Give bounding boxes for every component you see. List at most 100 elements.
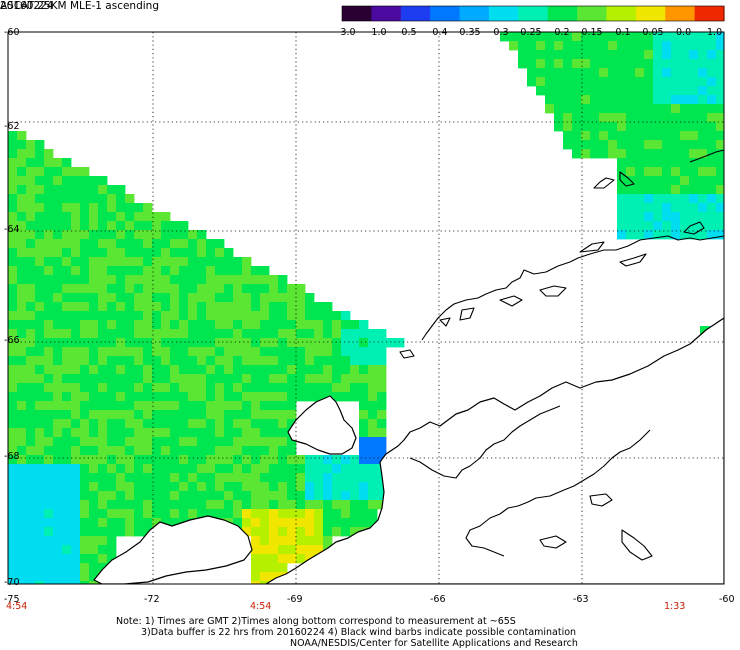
swath-cell [197,302,207,312]
swath-cell [98,554,108,564]
swath-cell [71,455,81,465]
swath-cell [53,311,63,321]
swath-cell [89,320,99,330]
swath-cell [323,473,333,483]
swath-cell [572,122,582,132]
swath-cell [314,545,324,555]
swath-cell [287,437,297,447]
swath-cell [341,473,351,483]
swath-cell [224,347,234,357]
swath-cell [98,329,108,339]
swath-cell [518,41,528,51]
swath-cell [662,32,672,42]
swath-cell [662,140,672,150]
swath-cell [71,464,81,474]
swath-cell [161,356,171,366]
swath-cell [305,464,315,474]
swath-cell [269,500,279,510]
swath-cell [197,455,207,465]
swath-cell [716,230,724,240]
swath-cell [89,509,99,519]
swath-cell [44,374,54,384]
swath-cell [152,311,162,321]
swath-cell [359,329,369,339]
swath-cell [278,491,288,501]
swath-cell [689,176,699,186]
swath-cell [35,194,45,204]
swath-cell [152,464,162,474]
swath-cell [80,455,90,465]
swath-cell [98,221,108,231]
swath-cell [197,509,207,519]
swath-cell [368,401,378,411]
swath-cell [170,392,180,402]
swath-cell [89,185,99,195]
swath-cell [35,266,45,276]
swath-cell [125,392,135,402]
swath-cell [350,509,360,519]
swath-cell [53,266,63,276]
colorbar-label: -0.35 [456,27,481,38]
swath-cell [251,311,261,321]
swath-cell [251,365,261,375]
swath-cell [662,68,672,78]
swath-cell [662,158,672,168]
swath-cell [125,329,135,339]
swath-cell [26,392,36,402]
swath-cell [224,275,234,285]
swath-cell [224,284,234,294]
swath-cell [305,293,315,303]
swath-cell [53,212,63,222]
swath-cell [161,311,171,321]
note-line-2: 3)Data buffer is 22 hrs from 20160224 4)… [141,627,577,638]
swath-cell [368,464,378,474]
swath-cell [608,59,618,69]
swath-cell [599,140,609,150]
swath-cell [179,338,189,348]
swath-cell [599,95,609,105]
swath-cell [35,545,45,555]
swath-cell [278,383,288,393]
swath-cell [635,185,645,195]
swath-cell [8,293,18,303]
swath-cell [581,50,591,60]
swath-cell [581,104,591,114]
swath-cell [233,284,243,294]
swath-cell [98,320,108,330]
swath-cell [617,122,627,132]
swath-cell [44,491,54,501]
swath-cell [698,212,708,222]
swath-cell [134,302,144,312]
swath-cell [125,446,135,456]
swath-cell [152,509,162,519]
swath-cell [179,320,189,330]
swath-cell [17,464,27,474]
swath-cell [536,68,546,78]
swath-cell [314,365,324,375]
swath-cell [215,329,225,339]
swath-cell [26,293,36,303]
swath-cell [62,509,72,519]
swath-cell [197,266,207,276]
swath-cell [8,212,18,222]
swath-cell [8,275,18,285]
swath-cell [707,59,717,69]
swath-cell [644,149,654,159]
swath-cell [62,383,72,393]
swath-cell [53,221,63,231]
swath-cell [644,95,654,105]
swath-cell [233,347,243,357]
swath-cell [260,383,270,393]
swath-cell [359,338,369,348]
swath-cell [581,140,591,150]
swath-cell [698,68,708,78]
swath-cell [107,311,117,321]
swath-cell [17,131,27,141]
swath-cell [35,392,45,402]
swath-cell [644,32,654,42]
swath-cell [170,518,180,528]
swath-cell [17,437,27,447]
swath-cell [152,230,162,240]
swath-cell [215,275,225,285]
swath-cell [368,347,378,357]
